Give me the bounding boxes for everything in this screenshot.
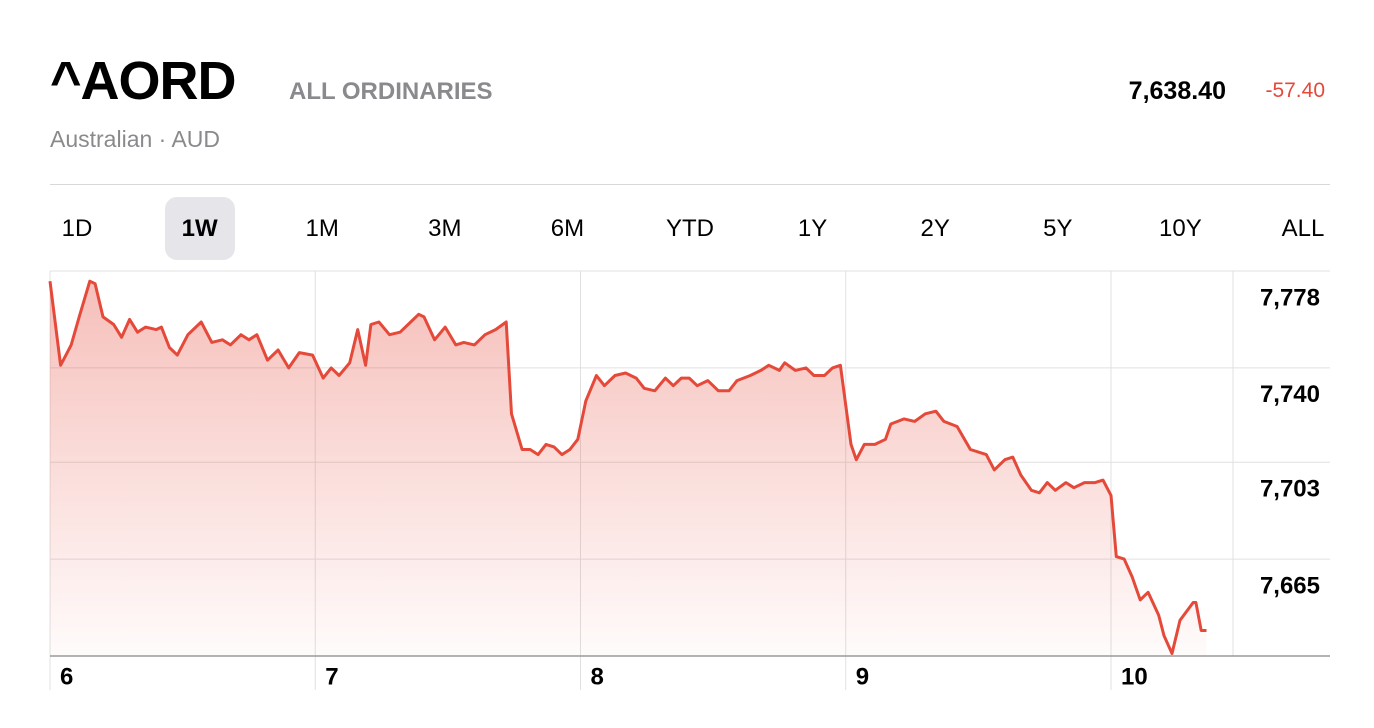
x-tick-label: 6 [60,663,73,690]
x-tick-label: 8 [590,663,603,690]
range-tab[interactable]: 1W [164,197,235,260]
y-tick-label: 7,703 [1260,476,1320,503]
index-name: ALL ORDINARIES [289,78,493,105]
range-tab[interactable]: 10Y [1159,215,1202,242]
range-tab[interactable]: 1M [305,215,339,242]
range-tab[interactable]: 3M [428,215,462,242]
range-tab[interactable]: ALL [1281,215,1325,242]
exchange: Australian · AUD [50,126,221,152]
x-tick-label: 9 [856,663,869,690]
range-tab[interactable]: 5Y [1043,215,1073,242]
y-tick-label: 7,665 [1260,572,1320,599]
x-tick-label: 10 [1121,663,1148,690]
price: 7,638.40 [1128,77,1226,105]
range-tab[interactable]: 1Y [797,215,828,242]
range-tab[interactable]: 6M [550,215,585,242]
symbol: ^AORD [50,51,237,111]
x-tick-label: 7 [325,663,338,690]
price-change: -57.40 [1265,79,1325,102]
y-tick-label: 7,740 [1260,381,1320,408]
separator [50,184,1330,185]
price-line [48,279,1207,655]
range-tab[interactable]: 2Y [920,215,950,242]
y-tick-label: 7,778 [1260,284,1320,311]
area [50,281,1207,656]
range-tab[interactable]: 1D [61,215,93,242]
range-tab[interactable]: YTD [666,215,714,242]
